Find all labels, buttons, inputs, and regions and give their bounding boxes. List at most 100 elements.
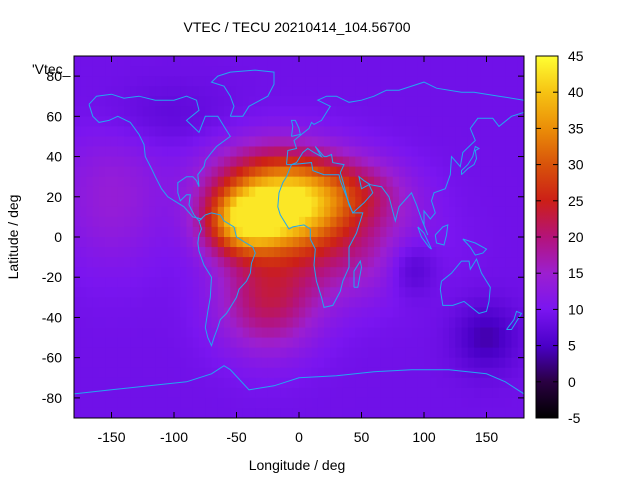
heatmap-cell xyxy=(142,267,150,278)
heatmap-cell xyxy=(492,307,500,319)
heatmap-cell xyxy=(180,186,188,198)
heatmap-cell xyxy=(117,357,125,369)
heatmap-cell xyxy=(480,136,488,148)
heatmap-cell xyxy=(130,126,138,138)
heatmap-cell xyxy=(224,206,231,218)
heatmap-cell xyxy=(130,397,138,409)
heatmap-cell xyxy=(99,307,106,319)
heatmap-cell xyxy=(505,307,513,319)
heatmap-cell xyxy=(317,126,325,138)
heatmap-cell xyxy=(299,307,306,319)
heatmap-cell xyxy=(236,347,244,359)
heatmap-cell xyxy=(417,116,425,127)
heatmap-cell xyxy=(411,96,419,107)
heatmap-cell xyxy=(455,176,463,188)
heatmap-cell xyxy=(480,277,488,288)
heatmap-cell xyxy=(511,397,519,409)
heatmap-cell xyxy=(461,347,469,359)
heatmap-cell xyxy=(255,347,263,359)
heatmap-cell xyxy=(99,407,106,418)
heatmap-cell xyxy=(86,86,94,97)
heatmap-cell xyxy=(386,146,394,158)
heatmap-cell xyxy=(517,206,524,218)
heatmap-cell xyxy=(199,327,206,339)
heatmap-cell xyxy=(255,136,263,148)
heatmap-cell xyxy=(249,106,256,117)
heatmap-cell xyxy=(442,166,450,178)
heatmap-cell xyxy=(86,347,94,359)
heatmap-cell xyxy=(142,116,150,127)
heatmap-cell xyxy=(342,337,350,349)
heatmap-cell xyxy=(399,66,406,77)
heatmap-cell xyxy=(174,277,181,288)
heatmap-cell xyxy=(486,196,494,208)
heatmap-cell xyxy=(436,367,444,379)
heatmap-cell xyxy=(442,337,450,349)
heatmap-cell xyxy=(467,226,475,238)
heatmap-cell xyxy=(180,337,188,349)
heatmap-cell xyxy=(342,367,350,379)
heatmap-cell xyxy=(386,297,394,308)
heatmap-cell xyxy=(361,347,369,359)
heatmap-cell xyxy=(430,166,438,178)
heatmap-cell xyxy=(130,367,138,379)
colorbar-tick-label: 10 xyxy=(568,301,584,317)
heatmap-cell xyxy=(449,216,456,228)
heatmap-cell xyxy=(349,407,356,418)
heatmap-cell xyxy=(311,347,319,359)
heatmap-cell xyxy=(480,377,488,389)
heatmap-cell xyxy=(430,387,438,399)
heatmap-cell xyxy=(242,347,250,359)
heatmap-cell xyxy=(424,357,431,369)
heatmap-cell xyxy=(105,126,113,138)
heatmap-cell xyxy=(292,176,300,188)
heatmap-cell xyxy=(499,267,506,278)
heatmap-cell xyxy=(117,146,125,158)
heatmap-cell xyxy=(355,347,363,359)
heatmap-cell xyxy=(517,116,524,127)
heatmap-cell xyxy=(430,86,438,97)
heatmap-cell xyxy=(399,287,406,298)
heatmap-cell xyxy=(167,237,175,248)
heatmap-cell xyxy=(305,136,313,148)
heatmap-cell xyxy=(130,106,138,117)
heatmap-cell xyxy=(417,277,425,288)
heatmap-cell xyxy=(167,206,175,218)
heatmap-cell xyxy=(424,367,431,379)
heatmap-cell xyxy=(455,397,463,409)
heatmap-cell xyxy=(149,166,156,178)
heatmap-cell xyxy=(99,297,106,308)
heatmap-cell xyxy=(480,96,488,107)
heatmap-cell xyxy=(230,247,238,258)
heatmap-cell xyxy=(324,146,331,158)
heatmap-cell xyxy=(367,196,375,208)
heatmap-cell xyxy=(192,226,200,238)
heatmap-cell xyxy=(192,126,200,138)
heatmap-cell xyxy=(74,317,81,329)
heatmap-cell xyxy=(105,397,113,409)
heatmap-cell xyxy=(242,66,250,77)
heatmap-cell xyxy=(124,357,131,369)
heatmap-cell xyxy=(280,297,288,308)
heatmap-cell xyxy=(267,327,275,339)
heatmap-cell xyxy=(511,56,519,67)
heatmap-cell xyxy=(311,397,319,409)
heatmap-cell xyxy=(392,267,400,278)
heatmap-cell xyxy=(455,206,463,218)
heatmap-cell xyxy=(167,397,175,409)
heatmap-cell xyxy=(136,76,144,87)
heatmap-cell xyxy=(205,176,213,188)
heatmap-cell xyxy=(436,297,444,308)
heatmap-cell xyxy=(499,397,506,409)
heatmap-cell xyxy=(505,407,513,418)
heatmap-cell xyxy=(249,317,256,329)
heatmap-cell xyxy=(92,237,100,248)
heatmap-cell xyxy=(380,76,388,87)
heatmap-cell xyxy=(430,357,438,369)
heatmap-cell xyxy=(230,337,238,349)
heatmap-cell xyxy=(367,297,375,308)
heatmap-cell xyxy=(499,76,506,87)
heatmap-cell xyxy=(267,186,275,198)
heatmap-cell xyxy=(461,86,469,97)
heatmap-cell xyxy=(299,136,306,148)
